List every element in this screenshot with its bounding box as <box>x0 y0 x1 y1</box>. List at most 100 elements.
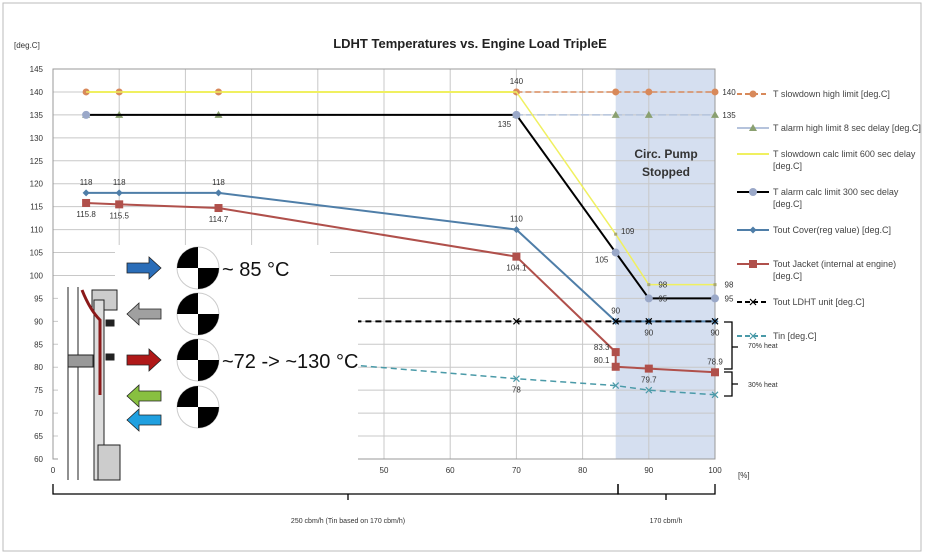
data-point <box>645 317 653 325</box>
shade-label-1: Circ. Pump <box>634 147 697 161</box>
data-point <box>749 124 757 131</box>
data-label: 95 <box>658 294 667 303</box>
legend-item[interactable]: T slowdown high limit [deg.C] <box>735 88 925 100</box>
data-label: 78 <box>512 386 521 395</box>
legend-label: T slowdown calc limit 600 sec delay [deg… <box>773 149 916 171</box>
data-label: 140 <box>722 88 736 97</box>
x-tick-label: 60 <box>446 466 455 475</box>
legend-swatch-icon <box>737 260 769 268</box>
y-tick-label: 80 <box>34 363 43 372</box>
legend-swatch-icon <box>737 188 769 196</box>
valve-quadrant <box>198 314 219 335</box>
data-point <box>611 348 620 357</box>
data-point <box>749 90 757 98</box>
x-tick-label: 0 <box>51 466 56 475</box>
data-label: 98 <box>725 281 734 290</box>
data-label: 79.7 <box>641 376 657 385</box>
y-tick-label: 130 <box>30 134 44 143</box>
outlet-arrow-green-icon <box>126 384 162 408</box>
data-label: 135 <box>498 120 512 129</box>
data-point <box>713 283 717 287</box>
data-point <box>611 248 620 257</box>
series-5: 115.8 115.5 114.7 104.1 83.3 80.1 79.7 78.9 <box>76 198 723 385</box>
data-point <box>749 188 757 196</box>
valve-quadrant <box>177 293 198 314</box>
data-point <box>612 88 620 96</box>
data-point <box>749 226 757 234</box>
engine-overlay: ~ 85 °C ~72 -> ~130 °C <box>58 245 358 481</box>
data-point <box>711 391 719 399</box>
checker-valve-icon <box>176 292 220 336</box>
data-point <box>645 386 653 394</box>
brace-30-label: 30% heat <box>748 382 778 389</box>
y-tick-label: 140 <box>30 88 44 97</box>
legend-item[interactable]: T alarm high limit 8 sec delay [deg.C] <box>735 122 925 134</box>
legend-label: Tout Cover(reg value) [deg.C] <box>773 225 892 235</box>
valve-quadrant <box>177 247 198 268</box>
checker-valve-icon <box>176 246 220 290</box>
data-point <box>611 362 620 371</box>
data-point <box>645 88 653 96</box>
data-point <box>214 204 223 213</box>
data-label: 109 <box>621 227 635 236</box>
legend-item[interactable]: T slowdown calc limit 600 sec delay [deg… <box>735 148 925 172</box>
x-axis-label: [%] <box>738 471 750 480</box>
legend-label: Tin [deg.C] <box>773 331 817 341</box>
temp-lower-label: ~72 -> ~130 °C <box>222 351 358 373</box>
series-3: 135 105 95 95 <box>82 110 734 303</box>
x-tick-label: 80 <box>578 466 587 475</box>
series-line <box>86 201 716 374</box>
y-tick-label: 125 <box>30 157 44 166</box>
chart-title: LDHT Temperatures vs. Engine Load Triple… <box>333 36 607 51</box>
data-label: 83.3 <box>594 343 610 352</box>
data-point <box>82 198 91 207</box>
brace-flow-left <box>52 484 619 500</box>
data-label: 135 <box>722 111 736 120</box>
legend-item[interactable]: T alarm calc limit 300 sec delay [deg.C] <box>735 186 925 210</box>
legend-item[interactable]: Tout LDHT unit [deg.C] <box>735 296 925 308</box>
data-label: 105 <box>595 256 609 265</box>
y-tick-label: 105 <box>30 249 44 258</box>
y-tick-label: 120 <box>30 180 44 189</box>
y-tick-label: 60 <box>34 455 43 464</box>
x-tick-label: 90 <box>644 466 653 475</box>
data-point <box>644 110 653 118</box>
y-tick-label: 70 <box>34 409 43 418</box>
legend-swatch-icon <box>737 90 769 98</box>
legend-item[interactable]: Tout Jacket (internal at engine) [deg.C] <box>735 258 925 282</box>
data-point <box>512 252 521 261</box>
data-point <box>512 375 520 383</box>
legend-label: T alarm high limit 8 sec delay [deg.C] <box>773 123 921 133</box>
valve-quadrant <box>198 360 219 381</box>
legend-swatch-icon <box>737 226 769 234</box>
data-label: 90 <box>611 306 620 315</box>
plot-area-border <box>52 68 716 460</box>
data-point <box>644 294 653 303</box>
data-point <box>612 382 620 390</box>
legend: T slowdown high limit [deg.C] T alarm hig… <box>735 80 925 342</box>
legend-label: T alarm calc limit 300 sec delay [deg.C] <box>773 187 899 209</box>
data-point <box>711 88 719 96</box>
data-point <box>82 189 90 197</box>
legend-label: T slowdown high limit [deg.C] <box>773 89 890 99</box>
legend-item[interactable]: Tin [deg.C] <box>735 330 925 342</box>
data-point <box>512 110 521 119</box>
data-label: 118 <box>212 178 225 187</box>
inlet-arrow-red-icon <box>126 348 162 372</box>
data-point <box>215 189 222 197</box>
y-tick-label: 75 <box>34 386 43 395</box>
data-point <box>711 110 719 118</box>
inlet-arrow-blue-icon <box>126 256 162 280</box>
flow-left-label: 250 cbm/h (Tin based on 170 cbm/h) <box>291 518 405 525</box>
legend-label: Tout LDHT unit [deg.C] <box>773 297 865 307</box>
data-label: 78.9 <box>707 357 723 366</box>
data-label: 114.7 <box>209 215 229 224</box>
temp-upper-label: ~ 85 °C <box>222 259 289 281</box>
y-tick-label: 145 <box>30 65 44 74</box>
legend-item[interactable]: Tout Cover(reg value) [deg.C] <box>735 224 925 236</box>
legend-swatch-icon <box>737 298 769 306</box>
data-point <box>512 226 520 234</box>
data-label: 118 <box>113 178 126 187</box>
